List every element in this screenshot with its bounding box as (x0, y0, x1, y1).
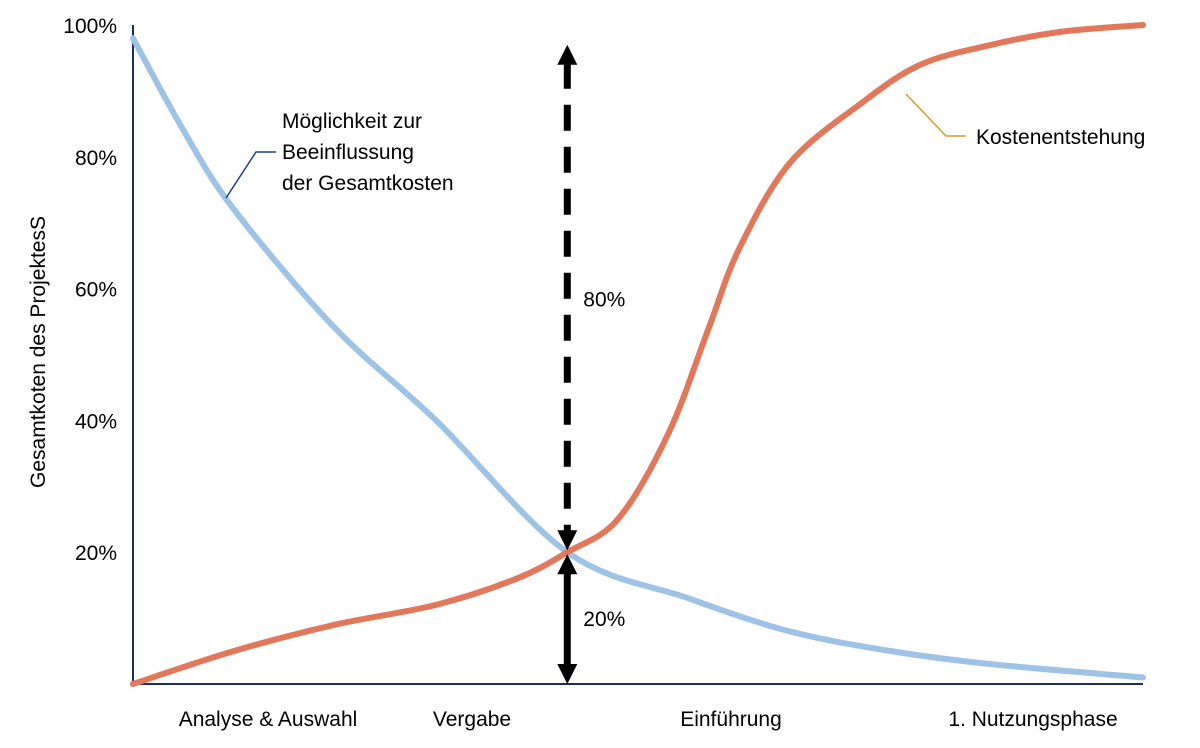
x-category-label-0: Analyse & Auswahl (179, 708, 358, 731)
y-tick-label-40: 40% (75, 410, 117, 433)
series-label-influence-line-1: Beeinflussung (282, 141, 414, 164)
y-tick-label-20: 20% (75, 542, 117, 565)
x-category-labels: Analyse & Auswahl Vergabe Einführung 1. Nut… (179, 708, 1118, 731)
arrowhead-20-top (557, 554, 578, 575)
series-label-influence-line-0: Möglichkeit zur (282, 110, 422, 133)
arrowhead-80-top (557, 44, 578, 65)
series-label-cost-line-0: Kostenentstehung (976, 126, 1145, 149)
annotation-20-percent: 20% (583, 608, 625, 631)
y-tick-label-80: 80% (75, 147, 117, 170)
y-tick-label-60: 60% (75, 279, 117, 302)
arrowhead-20-bottom (557, 664, 578, 684)
annotation-80-percent: 80% (583, 288, 625, 311)
x-category-label-3: 1. Nutzungsphase (948, 708, 1117, 731)
series-label-influence-line-2: der Gesamtkosten (282, 172, 454, 195)
y-tick-label-100: 100% (63, 15, 117, 38)
leader-line-influence (225, 151, 276, 199)
y-tick-labels: 20% 40% 60% 80% 100% (63, 15, 117, 565)
x-category-label-2: Einführung (680, 708, 782, 731)
leader-line-cost (905, 93, 966, 137)
x-category-label-1: Vergabe (433, 708, 511, 731)
series-line-cost (130, 22, 1146, 687)
arrowhead-80-bottom (557, 530, 578, 551)
series-label-cost: Kostenentstehung (976, 126, 1145, 149)
series-label-influence: Möglichkeit zur Beeinflussung der Gesamtko… (282, 110, 454, 195)
y-axis-label: Gesamtkoten des ProjektesS (27, 216, 50, 488)
